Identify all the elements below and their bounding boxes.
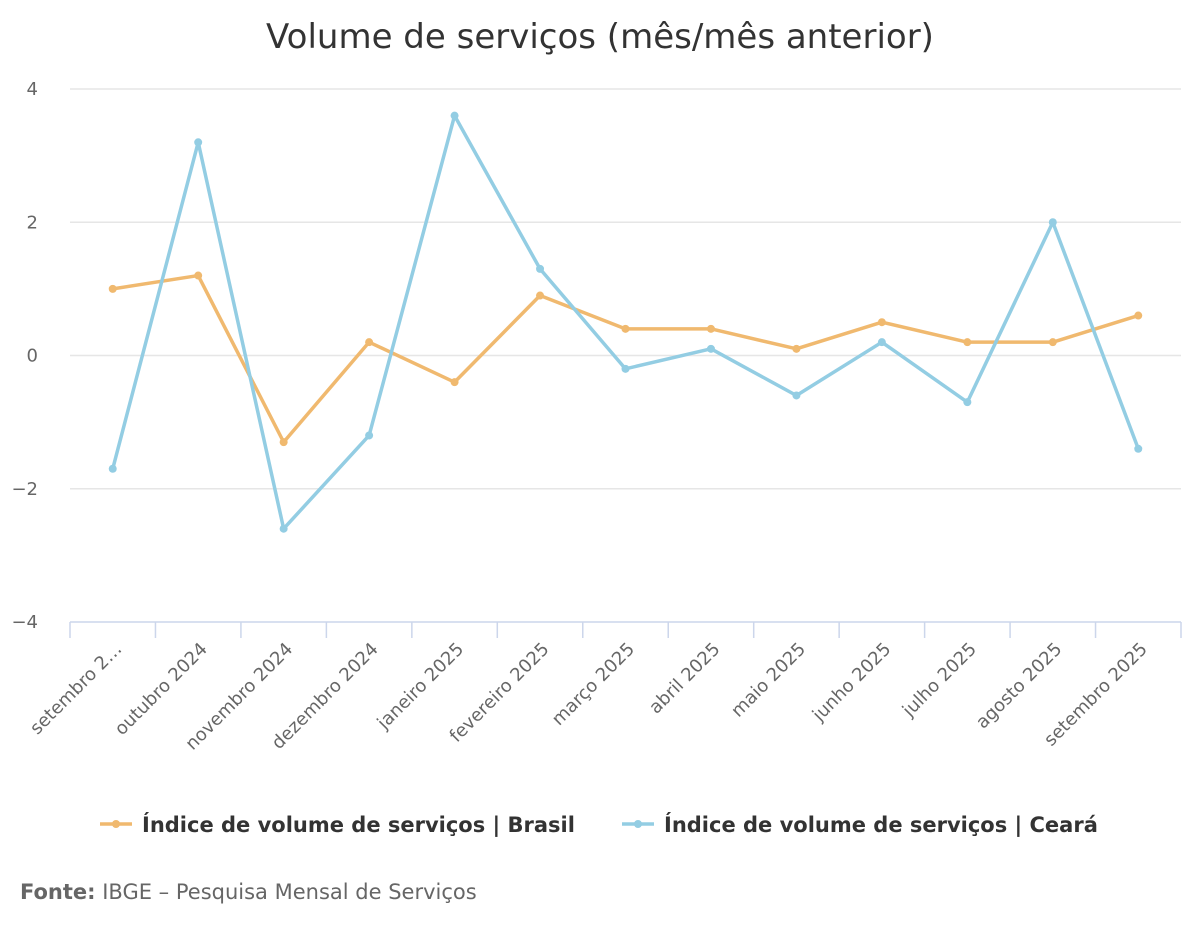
data-point[interactable] <box>1048 218 1057 227</box>
data-point[interactable] <box>194 271 203 280</box>
source-label: Fonte: <box>20 880 96 904</box>
source-text: IBGE – Pesquisa Mensal de Serviços <box>96 880 477 904</box>
data-point[interactable] <box>194 138 203 147</box>
data-point[interactable] <box>877 338 886 347</box>
legend-label: Índice de volume de serviços | Brasil <box>142 812 575 838</box>
series-line <box>112 273 1139 444</box>
series-ceara <box>108 111 1143 533</box>
data-point[interactable] <box>279 524 288 533</box>
x-tick-label: janeiro 2025 <box>373 639 469 735</box>
data-point[interactable] <box>1048 338 1057 347</box>
data-point[interactable] <box>365 338 374 347</box>
y-tick-label: 2 <box>27 212 38 233</box>
x-tick-label: março 2025 <box>548 639 639 730</box>
data-point[interactable] <box>450 378 459 387</box>
legend-item[interactable]: Índice de volume de serviços | Ceará <box>622 812 1098 838</box>
x-tick-label: agosto 2025 <box>972 639 1066 733</box>
data-point[interactable] <box>621 324 630 333</box>
legend-marker <box>634 820 642 828</box>
x-tick-label: maio 2025 <box>727 639 810 722</box>
data-point[interactable] <box>706 324 715 333</box>
data-point[interactable] <box>536 264 545 273</box>
legend-marker <box>112 820 120 828</box>
data-point[interactable] <box>536 291 545 300</box>
data-point[interactable] <box>963 398 972 407</box>
series-brasil <box>108 271 1143 447</box>
legend-label: Índice de volume de serviços | Ceará <box>664 812 1098 838</box>
data-point[interactable] <box>1134 444 1143 453</box>
data-point[interactable] <box>108 464 117 473</box>
y-tick-label: 4 <box>27 79 38 100</box>
data-point[interactable] <box>792 391 801 400</box>
legend-item[interactable]: Índice de volume de serviços | Brasil <box>100 812 575 838</box>
data-point[interactable] <box>1134 311 1143 320</box>
x-tick-label: julho 2025 <box>898 639 981 722</box>
source-note: Fonte: IBGE – Pesquisa Mensal de Serviço… <box>20 880 477 904</box>
data-point[interactable] <box>706 344 715 353</box>
data-point[interactable] <box>963 338 972 347</box>
data-point[interactable] <box>792 344 801 353</box>
data-point[interactable] <box>365 431 374 440</box>
data-point[interactable] <box>108 284 117 293</box>
chart-title: Volume de serviços (mês/mês anterior) <box>266 17 934 57</box>
y-tick-label: −2 <box>11 479 38 500</box>
y-tick-label: −4 <box>11 612 38 633</box>
x-tick-label: junho 2025 <box>808 639 896 727</box>
data-point[interactable] <box>279 438 288 447</box>
series-line <box>111 113 1140 531</box>
data-point[interactable] <box>621 364 630 373</box>
x-tick-label: abril 2025 <box>645 639 724 718</box>
y-tick-label: 0 <box>27 346 38 367</box>
data-point[interactable] <box>877 318 886 327</box>
data-point[interactable] <box>450 111 459 120</box>
